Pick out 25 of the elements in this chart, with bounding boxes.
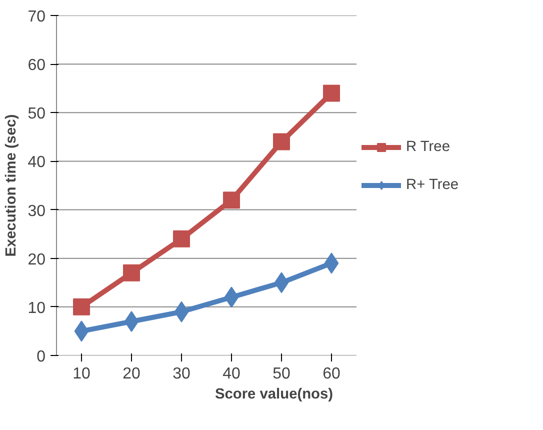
point [73, 298, 90, 316]
point [273, 133, 290, 150]
x-tick-label: 50 [272, 366, 290, 382]
y-tick-label: 0 [36, 348, 46, 366]
x-tick-label: 40 [222, 366, 240, 382]
x-axis-title: Score value(nos) [214, 386, 334, 402]
point [323, 84, 340, 102]
y-tick-label: 40 [28, 154, 46, 172]
y-tick-label: 70 [28, 8, 46, 26]
point [223, 192, 240, 209]
y-tick-label: 50 [28, 106, 46, 123]
x-tick-label: 10 [72, 366, 90, 382]
x-tick-label: 20 [122, 366, 140, 382]
y-tick-label: 60 [28, 57, 46, 74]
legend-label: R+ Tree [406, 177, 459, 193]
y-tick-label: 10 [28, 300, 46, 317]
y-axis-title: Execution time (sec) [4, 114, 20, 257]
legend-label: R Tree [406, 139, 450, 155]
x-tick-label: 60 [322, 366, 340, 382]
point [124, 311, 139, 332]
y-tick-label: 30 [28, 202, 46, 220]
x-tick-label: 30 [172, 366, 190, 382]
point [123, 264, 140, 282]
point [173, 230, 190, 248]
y-tick-label: 20 [28, 251, 46, 268]
